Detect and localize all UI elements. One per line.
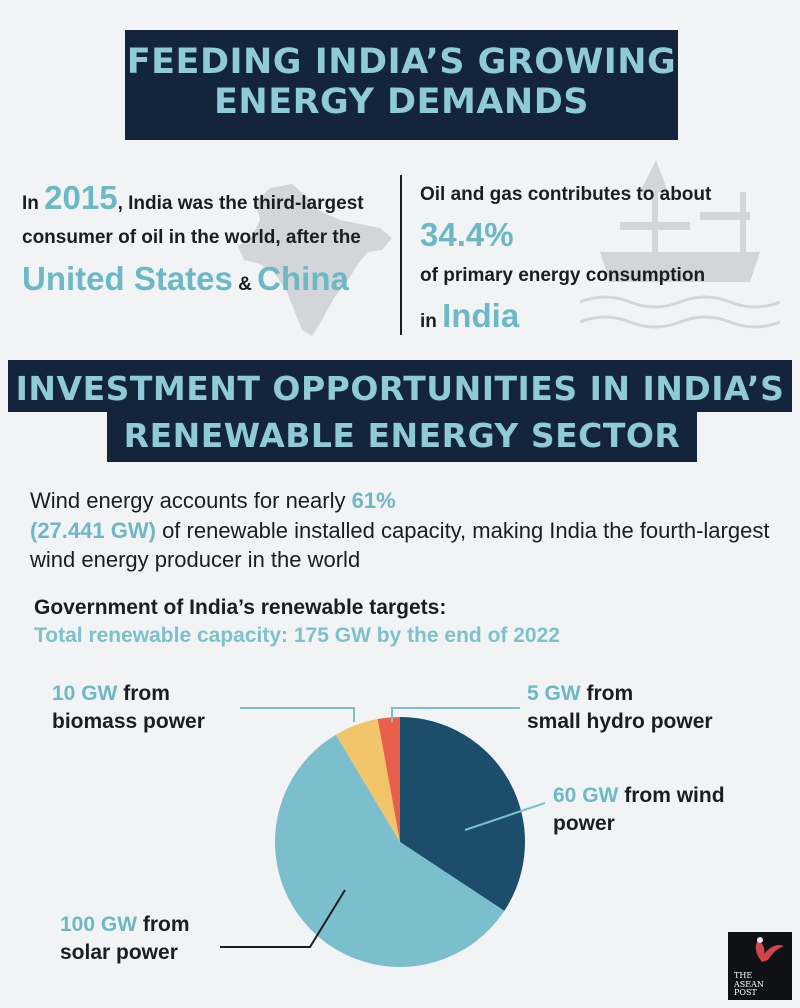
india-map-icon (238, 184, 392, 336)
pie-slice-small-hydro-power (377, 717, 400, 842)
leader-line-biomass-power (240, 707, 355, 722)
section-banner: INVESTMENT OPPORTUNITIES IN INDIA’S (8, 360, 792, 412)
stat-year: 2015 (44, 179, 118, 216)
asean-post-logo: THE ASEAN POST (728, 932, 792, 1000)
label-solar: 100 GW from solar power (60, 911, 190, 968)
leader-line-solar-power (220, 889, 346, 948)
label-biomass-from: from (123, 682, 170, 705)
section-title-line-2: RENEWABLE ENERGY SECTOR (123, 416, 681, 455)
logo-line-2: ASEAN (734, 979, 764, 989)
label-solar-name: solar power (60, 941, 178, 965)
label-hydro-value: 5 GW (527, 682, 581, 705)
wind-text-1: Wind energy accounts for nearly (30, 488, 346, 513)
stat-country-1: United States (22, 259, 233, 297)
title-line-1: FEEDING INDIA’S GROWING (126, 42, 677, 82)
section-title-line-1: INVESTMENT OPPORTUNITIES IN INDIA’S (15, 369, 785, 408)
label-wind-from: from wind (624, 784, 725, 807)
wind-gw: (27.441 GW) (30, 517, 156, 543)
stat-text: , India was the third-largest consumer o… (22, 193, 364, 249)
stat-prefix: In (22, 193, 39, 214)
share-text-1: Oil and gas contributes to about (420, 184, 712, 205)
wind-pct: 61% (351, 488, 396, 513)
title-line-2: ENERGY DEMANDS (214, 82, 589, 123)
title-banner: FEEDING INDIA’S GROWING ENERGY DEMANDS (125, 30, 678, 140)
label-biomass-value: 10 GW (52, 682, 118, 705)
label-wind: 60 GW from wind power (553, 782, 725, 839)
wind-energy-text: Wind energy accounts for nearly 61% (27.… (30, 486, 770, 575)
share-percent: 34.4% (420, 216, 514, 254)
label-hydro: 5 GW from small hydro power (527, 680, 713, 737)
oil-rig-icon (580, 160, 780, 329)
label-biomass-name: biomass power (52, 710, 205, 734)
share-country: India (442, 297, 520, 335)
label-biomass: 10 GW from biomass power (52, 680, 205, 737)
pie-slice-wind-power (400, 717, 525, 911)
label-wind-value: 60 GW (553, 784, 619, 807)
targets-subtitle: Total renewable capacity: 175 GW by the … (34, 624, 560, 647)
section-banner-2: RENEWABLE ENERGY SECTOR (107, 410, 697, 462)
wind-text-2: of renewable installed capacity, making … (30, 517, 770, 573)
leader-line-small-hydro-power (391, 707, 520, 722)
logo-line-3: POST (734, 988, 757, 998)
label-wind-name: power (553, 812, 615, 836)
label-hydro-from: from (586, 682, 634, 705)
bird-logo-icon (755, 937, 784, 962)
leader-line-wind-power (464, 802, 546, 831)
targets-title: Government of India’s renewable targets: (34, 596, 447, 619)
oil-consumption-stat: In 2015, India was the third-largest con… (22, 172, 402, 304)
stat-amp: & (238, 273, 252, 295)
label-solar-value: 100 GW (60, 913, 138, 936)
share-in: in (420, 311, 437, 333)
label-solar-from: from (142, 913, 190, 936)
divider (400, 175, 402, 335)
stat-country-2: China (257, 259, 349, 297)
oil-gas-share-stat: Oil and gas contributes to about 34.4% o… (420, 180, 790, 341)
share-text-2: of primary energy consumption (420, 264, 706, 286)
logo-line-1: THE (734, 971, 753, 981)
pie-slice-biomass-power (335, 719, 400, 842)
label-hydro-name: small hydro power (527, 710, 713, 734)
